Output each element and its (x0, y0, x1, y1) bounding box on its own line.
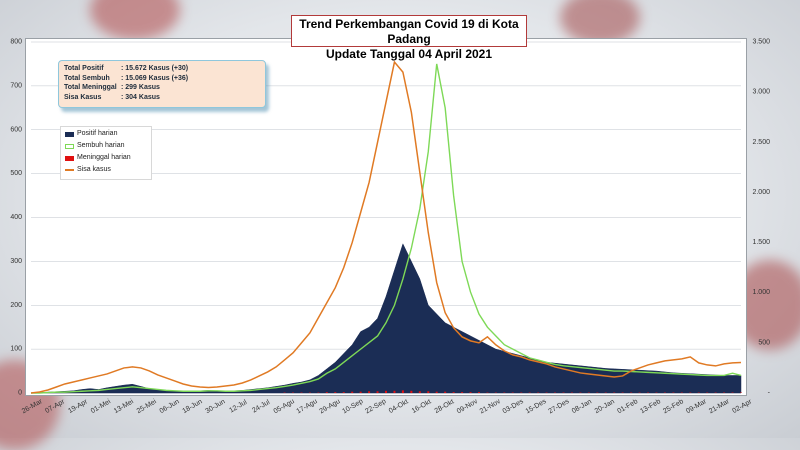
summary-label: Total Positif (64, 64, 121, 74)
x-tick-label: 08-Jan (571, 398, 593, 415)
series-meninggal-bar (393, 391, 395, 393)
series-meninggal-bar (377, 391, 379, 393)
x-tick-label: 13-Mei (113, 398, 135, 415)
chart-subtitle: Update Tanggal 04 April 2021 (292, 47, 526, 62)
legend-label: Sisa kasus (77, 165, 111, 175)
series-meninggal-bar (453, 392, 455, 393)
y-right-tick-label: 3.000 (752, 89, 770, 96)
x-tick-label: 27-Des (547, 398, 570, 416)
legend-label: Positif harian (77, 129, 117, 139)
x-tick-label: 03-Des (502, 398, 525, 416)
y-left-tick-label: 200 (10, 302, 22, 309)
series-meninggal-bar (410, 391, 412, 393)
x-tick-label: 17-Agu (296, 398, 319, 415)
background-decoration (90, 0, 180, 40)
series-meninggal-bar (470, 392, 472, 393)
x-tick-label: 01-Feb (616, 398, 639, 415)
summary-value: : 304 Kasus (121, 93, 160, 103)
y-right-tick-label: 3.500 (752, 39, 770, 46)
series-positif-area (31, 244, 741, 393)
legend-label: Meninggal harian (77, 153, 131, 163)
series-meninggal-bar (402, 390, 404, 393)
x-tick-label: 25-Mei (136, 398, 158, 415)
chart-legend: Positif harian Sembuh harian Meninggal h… (60, 126, 152, 180)
legend-swatch (65, 144, 74, 149)
legend-swatch (65, 156, 74, 161)
series-meninggal-bar (385, 391, 387, 393)
summary-label: Sisa Kasus (64, 93, 121, 103)
x-tick-label: 09-Mar (685, 398, 708, 415)
series-meninggal-bar (436, 392, 438, 393)
summary-value: : 299 Kasus (121, 83, 160, 93)
y-left-tick-label: 600 (10, 126, 22, 133)
chart-title: Trend Perkembangan Covid 19 di Kota Pada… (292, 17, 526, 47)
series-meninggal-bar (461, 392, 463, 393)
series-meninggal-bar (326, 392, 328, 393)
chart-title-box: Trend Perkembangan Covid 19 di Kota Pada… (291, 15, 527, 47)
summary-value: : 15.672 Kasus (+30) (121, 64, 188, 74)
legend-item-meninggal: Meninggal harian (65, 153, 131, 163)
legend-item-sisa: Sisa kasus (65, 165, 111, 175)
x-tick-label: 21-Mar (708, 398, 731, 415)
x-tick-label: 24-Jul (251, 399, 271, 415)
x-tick-label: 13-Feb (639, 398, 662, 415)
series-meninggal-bar (351, 392, 353, 393)
y-left-tick-label: 400 (10, 214, 22, 221)
summary-label: Total Sembuh (64, 74, 121, 84)
series-meninggal-bar (334, 392, 336, 393)
y-right-tick-label: 1.500 (752, 239, 770, 246)
legend-label: Sembuh harian (77, 141, 124, 151)
y-right-tick-label: - (768, 390, 771, 397)
summary-row-meninggal: Total Meninggal : 299 Kasus (64, 83, 265, 93)
legend-item-sembuh: Sembuh harian (65, 141, 124, 151)
y-left-tick-label: 500 (10, 170, 22, 177)
series-meninggal-bar (478, 392, 480, 393)
summary-row-sembuh: Total Sembuh : 15.069 Kasus (+36) (64, 74, 265, 84)
x-tick-label: 04-Okt (388, 398, 410, 415)
x-tick-label: 30-Jun (204, 398, 226, 415)
x-tick-label: 28-Okt (434, 398, 456, 415)
legend-swatch (65, 132, 74, 137)
summary-value: : 15.069 Kasus (+36) (121, 74, 188, 84)
x-tick-label: 01-Mei (90, 398, 112, 415)
legend-item-positif: Positif harian (65, 129, 117, 139)
x-tick-label: 16-Okt (411, 398, 433, 415)
x-tick-label: 22-Sep (364, 398, 387, 415)
y-left-tick-label: 800 (10, 39, 22, 46)
x-tick-label: 25-Feb (662, 398, 685, 415)
summary-row-positif: Total Positif : 15.672 Kasus (+30) (64, 64, 265, 74)
series-meninggal-bar (343, 392, 345, 393)
series-meninggal-bar (360, 392, 362, 393)
x-tick-label: 09-Nov (456, 398, 479, 416)
legend-swatch (65, 169, 74, 171)
x-tick-label: 06-Jun (159, 398, 181, 415)
series-meninggal-bar (368, 391, 370, 393)
y-left-tick-label: 700 (10, 82, 22, 89)
summary-box: Total Positif : 15.672 Kasus (+30) Total… (58, 60, 266, 108)
y-right-tick-label: 2.000 (752, 189, 770, 196)
series-meninggal-bar (419, 391, 421, 393)
y-left-tick-label: 100 (10, 346, 22, 353)
summary-label: Total Meninggal (64, 83, 121, 93)
x-tick-label: 29-Agu (318, 398, 341, 415)
x-tick-label: 10-Sep (341, 398, 364, 415)
series-meninggal-bar (444, 392, 446, 393)
series-meninggal-bar (427, 391, 429, 393)
y-left-tick-label: 300 (10, 258, 22, 265)
x-tick-label: 02-Apr (731, 398, 753, 415)
x-tick-label: 12-Jul (228, 399, 248, 415)
summary-row-sisa: Sisa Kasus : 304 Kasus (64, 93, 265, 103)
x-tick-label: 15-Des (525, 398, 548, 416)
x-tick-label: 20-Jan (594, 398, 616, 415)
y-right-tick-label: 2.500 (752, 139, 770, 146)
x-tick-label: 05-Agu (273, 398, 296, 415)
x-tick-label: 21-Nov (479, 398, 502, 416)
x-tick-label: 18-Jun (182, 398, 204, 415)
x-tick-label: 19-Apr (67, 398, 89, 415)
